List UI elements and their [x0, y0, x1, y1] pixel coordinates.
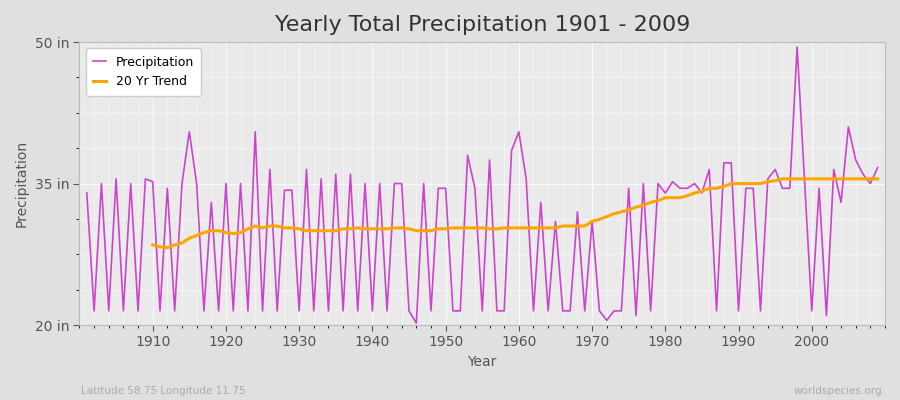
20 Yr Trend — [162, 245, 173, 250]
Precipitation — [608, 308, 619, 313]
Precipitation — [81, 191, 92, 196]
20 Yr Trend — [850, 176, 861, 181]
Line: 20 Yr Trend: 20 Yr Trend — [153, 179, 878, 248]
Line: Precipitation: Precipitation — [86, 47, 878, 323]
X-axis label: Year: Year — [467, 355, 497, 369]
20 Yr Trend — [323, 228, 334, 233]
20 Yr Trend — [872, 176, 883, 181]
20 Yr Trend — [528, 226, 539, 230]
Text: Latitude 58.75 Longitude 11.75: Latitude 58.75 Longitude 11.75 — [81, 386, 246, 396]
Precipitation — [521, 176, 532, 181]
Precipitation — [302, 167, 312, 172]
Precipitation — [140, 176, 151, 181]
Precipitation — [514, 129, 525, 134]
20 Yr Trend — [828, 176, 839, 181]
20 Yr Trend — [777, 176, 788, 181]
Legend: Precipitation, 20 Yr Trend: Precipitation, 20 Yr Trend — [86, 48, 202, 96]
Precipitation — [411, 321, 422, 326]
Title: Yearly Total Precipitation 1901 - 2009: Yearly Total Precipitation 1901 - 2009 — [274, 15, 690, 35]
20 Yr Trend — [293, 226, 304, 231]
Text: worldspecies.org: worldspecies.org — [794, 386, 882, 396]
Precipitation — [872, 165, 883, 170]
20 Yr Trend — [148, 242, 158, 247]
Precipitation — [792, 44, 803, 49]
20 Yr Trend — [587, 219, 598, 224]
Y-axis label: Precipitation: Precipitation — [15, 140, 29, 227]
Precipitation — [345, 172, 356, 176]
